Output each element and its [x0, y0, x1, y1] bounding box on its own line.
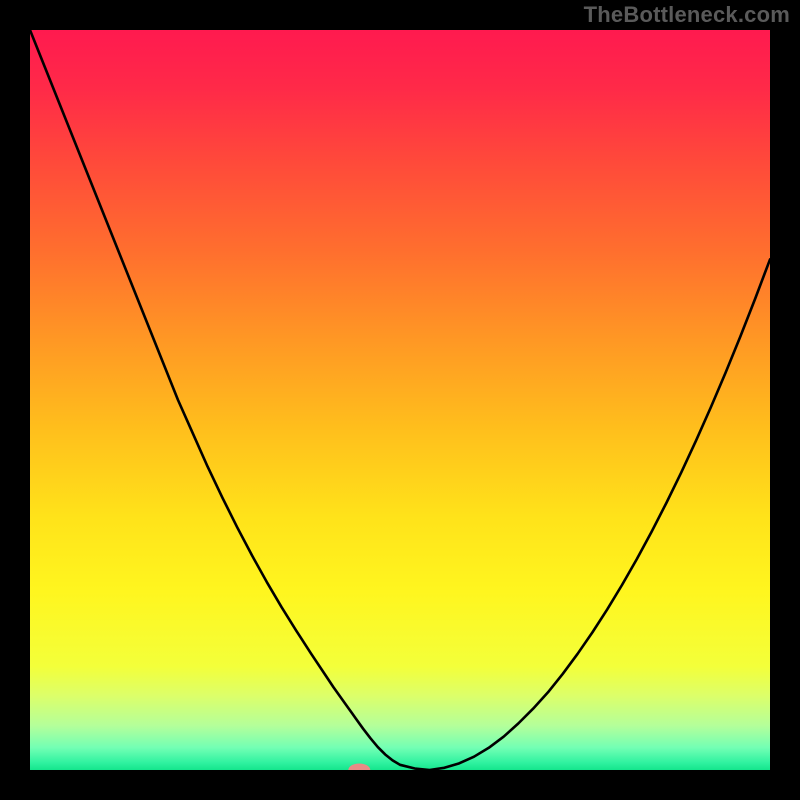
watermark-text: TheBottleneck.com [584, 2, 790, 28]
chart-stage: TheBottleneck.com [0, 0, 800, 800]
plot-background [30, 30, 770, 770]
bottleneck-chart [0, 0, 800, 800]
